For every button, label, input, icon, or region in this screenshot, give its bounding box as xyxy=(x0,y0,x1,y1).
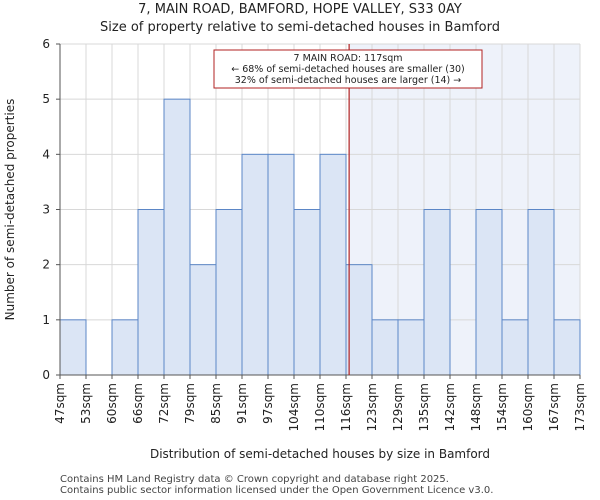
y-axis-label: Number of semi-detached properties xyxy=(3,99,17,321)
histogram-bar xyxy=(111,319,139,376)
histogram-bar xyxy=(137,209,165,376)
x-tick-label: 104sqm xyxy=(287,383,301,431)
x-tick-label: 173sqm xyxy=(573,383,587,431)
x-axis-label: Distribution of semi-detached houses by … xyxy=(150,447,490,461)
histogram-bar xyxy=(423,209,451,376)
histogram-bar xyxy=(189,264,217,376)
footer-line-2: Contains public sector information licen… xyxy=(60,485,494,496)
x-tick-label: 135sqm xyxy=(417,383,431,431)
x-tick-label: 110sqm xyxy=(313,383,327,431)
y-tick-label: 3 xyxy=(42,203,50,217)
y-tick-label: 2 xyxy=(42,258,50,272)
y-tick-label: 4 xyxy=(42,147,50,161)
histogram-bar xyxy=(501,319,529,376)
histogram-bar xyxy=(267,153,295,376)
histogram-bar xyxy=(371,319,399,376)
x-tick-label: 142sqm xyxy=(443,383,457,431)
x-tick-label: 97sqm xyxy=(261,383,275,424)
y-tick-label: 1 xyxy=(42,313,50,327)
footer-line-1: Contains HM Land Registry data © Crown c… xyxy=(60,474,449,485)
y-tick-label: 6 xyxy=(42,37,50,51)
x-tick-label: 123sqm xyxy=(365,383,379,431)
x-tick-label: 160sqm xyxy=(521,383,535,431)
x-tick-label: 72sqm xyxy=(157,383,171,424)
x-tick-label: 167sqm xyxy=(547,383,561,431)
annotation-line-1: 7 MAIN ROAD: 117sqm xyxy=(294,53,403,64)
chart-title: 7, MAIN ROAD, BAMFORD, HOPE VALLEY, S33 … xyxy=(138,2,462,17)
annotation-line-3: 32% of semi-detached houses are larger (… xyxy=(235,75,462,86)
x-tick-label: 129sqm xyxy=(391,383,405,431)
histogram-bar xyxy=(293,209,321,376)
x-tick-label: 85sqm xyxy=(209,383,223,424)
histogram-bar xyxy=(475,209,503,376)
histogram-bar xyxy=(319,153,347,376)
x-tick-label: 79sqm xyxy=(183,383,197,424)
histogram-bar xyxy=(59,319,87,376)
histogram-bar xyxy=(345,264,373,376)
x-tick-label: 53sqm xyxy=(79,383,93,424)
histogram-bar xyxy=(241,153,269,376)
annotation-line-2: ← 68% of semi-detached houses are smalle… xyxy=(231,64,465,75)
x-tick-label: 66sqm xyxy=(131,383,145,424)
y-tick-label: 0 xyxy=(42,368,50,382)
histogram-bar xyxy=(553,319,581,376)
histogram-bar xyxy=(527,209,555,376)
histogram-bar xyxy=(163,98,191,376)
histogram-bar xyxy=(215,209,243,376)
x-tick-label: 91sqm xyxy=(235,383,249,424)
y-tick-label: 5 xyxy=(42,92,50,106)
x-tick-label: 116sqm xyxy=(339,383,353,431)
chart-subtitle: Size of property relative to semi-detach… xyxy=(100,20,500,35)
histogram-bar xyxy=(397,319,425,376)
x-tick-label: 47sqm xyxy=(53,383,67,424)
x-tick-label: 148sqm xyxy=(469,383,483,431)
x-tick-label: 60sqm xyxy=(105,383,119,424)
x-tick-label: 154sqm xyxy=(495,383,509,431)
annotation-box xyxy=(213,49,483,89)
